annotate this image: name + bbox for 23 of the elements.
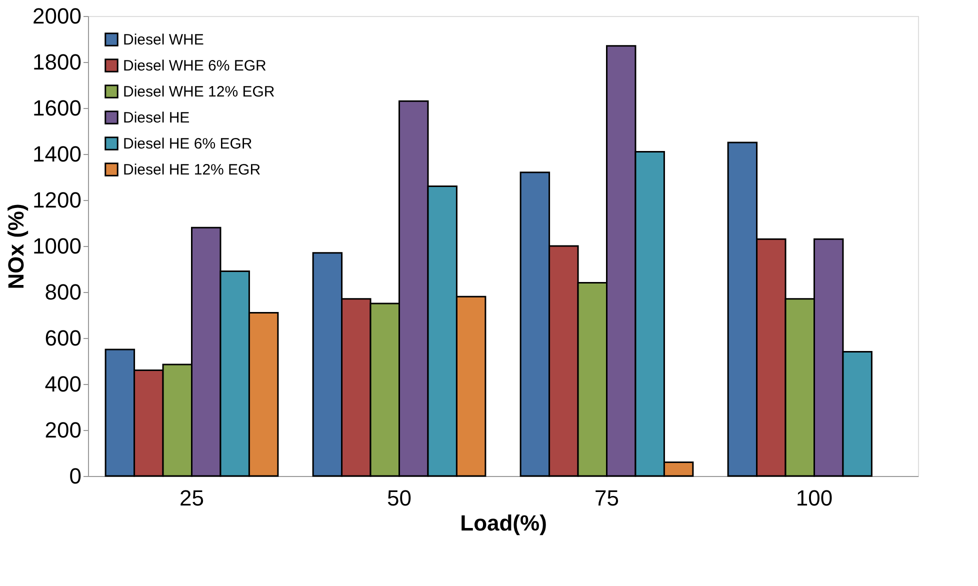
y-tick-label: 1800 [32, 50, 82, 74]
y-tick-label: 0 [69, 464, 82, 488]
y-tick-label: 1200 [32, 188, 82, 212]
legend-label: Diesel WHE [123, 32, 204, 48]
y-tick-label: 600 [44, 326, 82, 350]
y-tick-label: 2000 [32, 4, 82, 28]
legend-label: Diesel HE [123, 110, 190, 126]
y-tick-label: 1400 [32, 142, 82, 166]
legend-label: Diesel HE 12% EGR [123, 162, 261, 178]
y-tick-label: 200 [44, 418, 82, 442]
legend-label: Diesel HE 6% EGR [123, 136, 252, 152]
legend-label: Diesel WHE 6% EGR [123, 58, 267, 74]
y-tick-label: 1000 [32, 234, 82, 258]
y-tick-label: 400 [44, 372, 82, 396]
x-axis-title: Load(%) [460, 510, 547, 536]
y-tick-label: 800 [44, 280, 82, 304]
y-axis-title: NOx (%) [4, 204, 29, 290]
y-tick-label: 1600 [32, 96, 82, 120]
x-tick-label: 25 [180, 486, 204, 510]
x-tick-label: 100 [796, 486, 833, 510]
x-tick-label: 75 [594, 486, 619, 510]
legend-label: Diesel WHE 12% EGR [123, 84, 275, 100]
x-tick-label: 50 [387, 486, 412, 510]
